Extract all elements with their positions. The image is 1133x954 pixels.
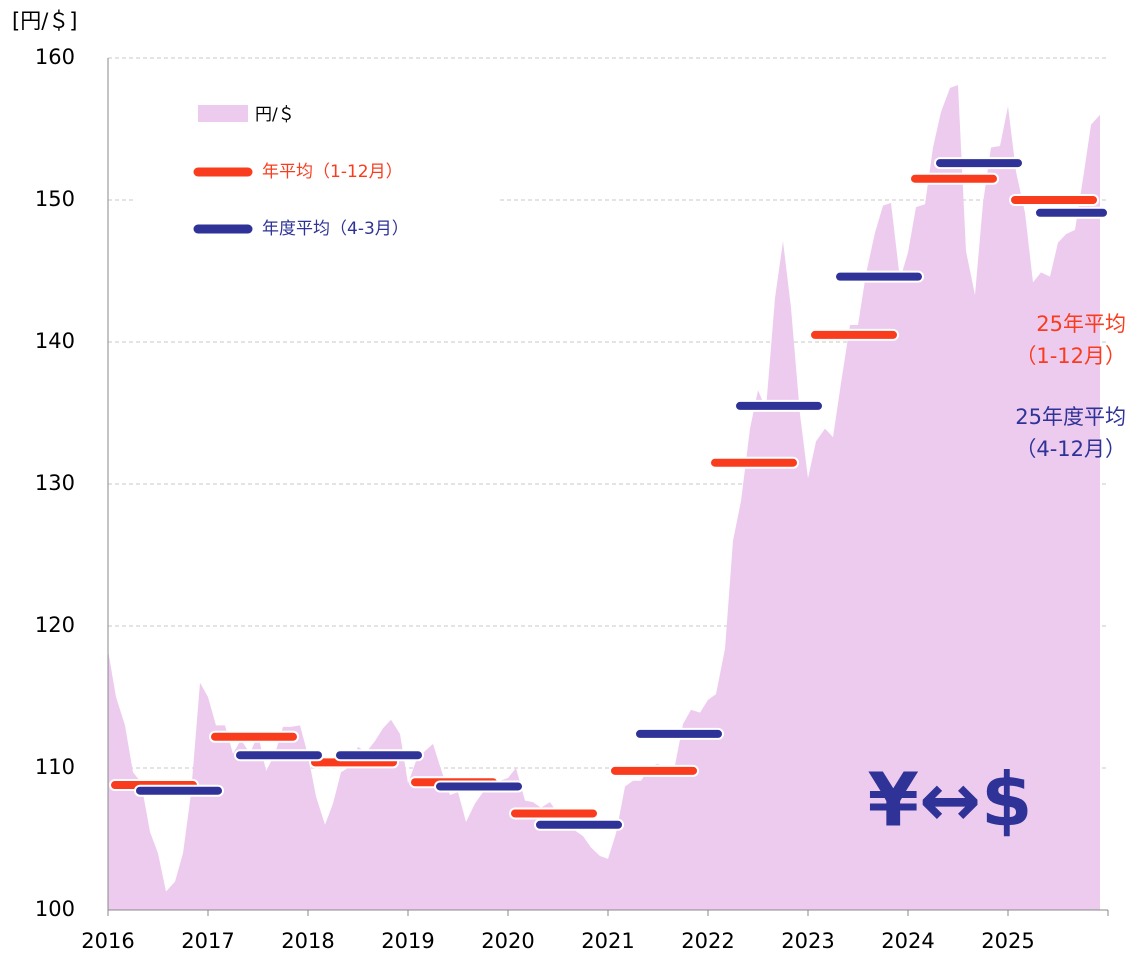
avg-bar: [534, 818, 624, 831]
avg-bar: [134, 784, 224, 797]
avg-bar: [734, 399, 824, 412]
y-tick-label: 150: [35, 187, 75, 211]
x-tick-label: 2016: [81, 929, 134, 953]
x-tick-label: 2024: [881, 929, 934, 953]
legend-label: 円/＄: [255, 105, 295, 125]
x-tick-label: 2025: [981, 929, 1034, 953]
y-tick-label: 140: [35, 329, 75, 353]
legend-label: 年度平均（4-3月）: [262, 219, 409, 239]
avg-bar: [1034, 206, 1109, 219]
y-tick-label: 160: [35, 45, 75, 69]
y-axis-label: [円/＄]: [12, 9, 77, 33]
x-tick-label: 2019: [381, 929, 434, 953]
legend-label: 年平均（1-12月）: [262, 162, 403, 182]
x-tick-label: 2023: [781, 929, 834, 953]
avg-bar: [509, 807, 599, 820]
annotation: （1-12月）: [1015, 344, 1126, 368]
avg-bar: [834, 270, 924, 283]
y-tick-label: 120: [35, 613, 75, 637]
avg-bar: [234, 749, 324, 762]
avg-bar: [909, 172, 999, 185]
y-tick-label: 110: [35, 755, 75, 779]
logo: ¥↔$: [868, 758, 1033, 844]
x-tick-label: 2020: [481, 929, 534, 953]
avg-bar: [209, 730, 299, 743]
x-tick-label: 2022: [681, 929, 734, 953]
avg-bar: [634, 727, 724, 740]
avg-bar: [934, 157, 1024, 170]
avg-bar: [709, 456, 799, 469]
annotation: （4-12月）: [1015, 437, 1126, 461]
y-tick-label: 130: [35, 471, 75, 495]
x-tick-label: 2018: [281, 929, 334, 953]
y-tick-label: 100: [35, 897, 75, 921]
x-tick-label: 2021: [581, 929, 634, 953]
avg-bar: [434, 780, 524, 793]
area: [108, 84, 1100, 911]
avg-bar: [609, 764, 699, 777]
avg-bar: [334, 749, 424, 762]
annotation: 25年平均: [1036, 312, 1126, 336]
avg-bar: [809, 328, 899, 341]
legend-box: [135, 88, 500, 248]
x-tick-label: 2017: [181, 929, 234, 953]
legend-swatch: [198, 105, 248, 122]
annotation: 25年度平均: [1015, 405, 1126, 429]
avg-bar: [1009, 194, 1099, 206]
